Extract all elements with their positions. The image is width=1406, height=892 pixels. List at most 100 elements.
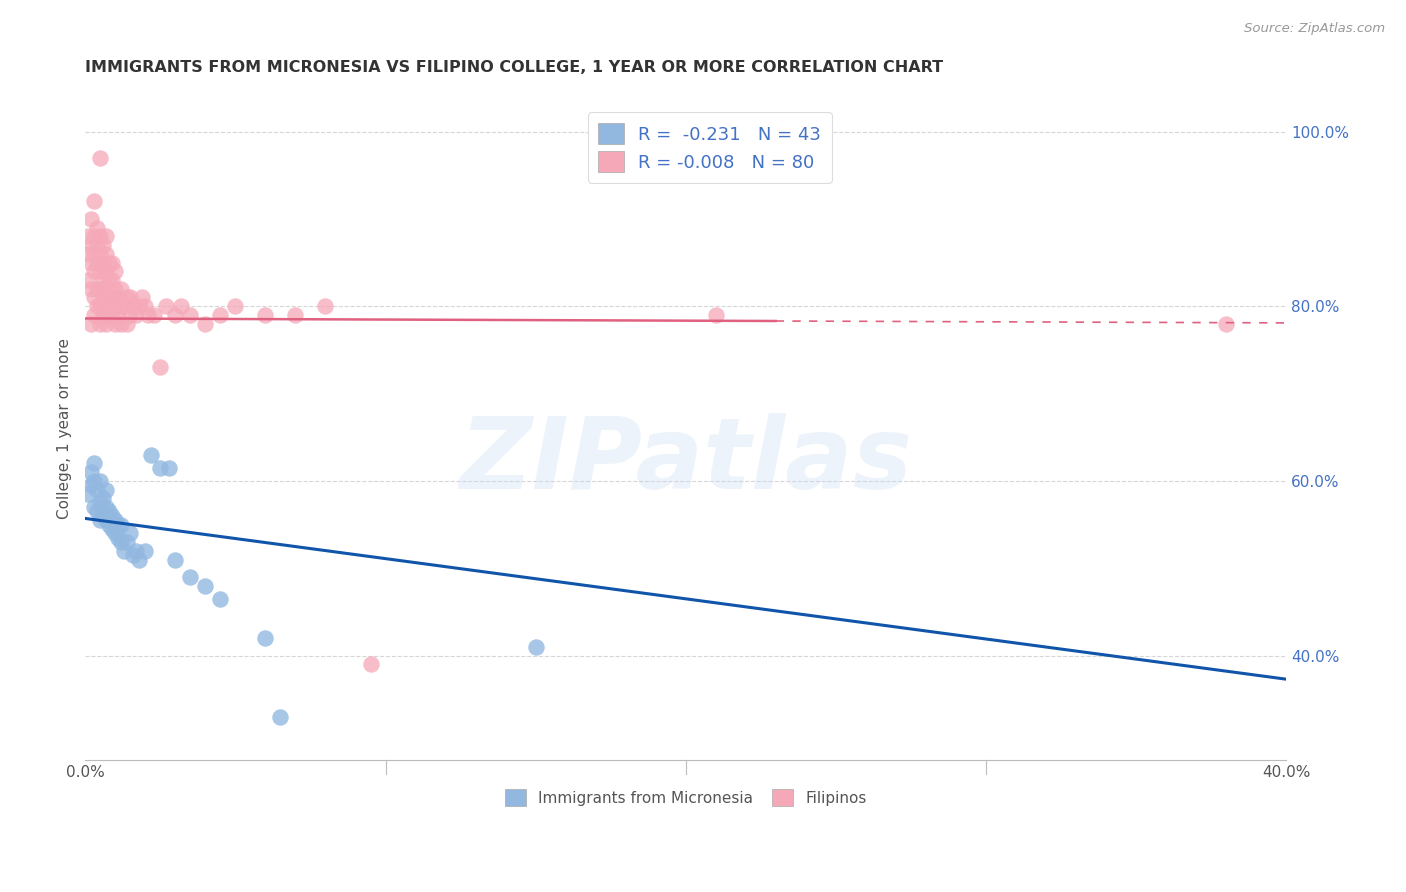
Point [93, 255, 115, 269]
Point [315, 299, 337, 313]
Point [125, 543, 148, 558]
Point [93, 508, 115, 523]
Text: IMMIGRANTS FROM MICRONESIA VS FILIPINO COLLEGE, 1 YEAR OR MORE CORRELATION CHART: IMMIGRANTS FROM MICRONESIA VS FILIPINO C… [86, 60, 943, 75]
Point [101, 508, 124, 523]
Point [83, 229, 105, 244]
Point [112, 543, 135, 558]
Point [80, 282, 103, 296]
Point [165, 308, 187, 322]
Point [93, 491, 115, 506]
Point [122, 299, 145, 313]
Point [125, 308, 148, 322]
Point [86, 220, 108, 235]
Point [254, 308, 277, 322]
Point [112, 299, 135, 313]
Point [93, 238, 115, 252]
Point [149, 460, 172, 475]
Point [120, 290, 142, 304]
Point [86, 299, 108, 313]
Point [98, 290, 121, 304]
Point [96, 317, 118, 331]
Point [134, 299, 156, 313]
Point [80, 255, 103, 269]
Point [98, 308, 121, 322]
Text: Source: ZipAtlas.com: Source: ZipAtlas.com [1244, 22, 1385, 36]
Point [107, 290, 129, 304]
Point [89, 474, 111, 488]
Point [284, 308, 307, 322]
Point [89, 282, 111, 296]
Text: ZIPatlas: ZIPatlas [460, 413, 912, 510]
Point [104, 282, 127, 296]
Point [96, 500, 118, 514]
Point [131, 290, 153, 304]
Point [93, 273, 115, 287]
Point [77, 229, 100, 244]
Point [104, 264, 127, 278]
Point [209, 591, 232, 606]
Point [83, 264, 105, 278]
Point [269, 709, 291, 723]
Point [104, 526, 127, 541]
Point [170, 299, 193, 313]
Point [80, 211, 103, 226]
Point [128, 299, 150, 313]
Point [96, 282, 118, 296]
Point [98, 255, 121, 269]
Point [80, 465, 103, 479]
Point [110, 317, 132, 331]
Point [93, 308, 115, 322]
Point [110, 299, 132, 313]
Point [83, 247, 105, 261]
Point [89, 229, 111, 244]
Point [86, 504, 108, 518]
Point [96, 247, 118, 261]
Point [89, 317, 111, 331]
Point [117, 535, 139, 549]
Point [134, 543, 156, 558]
Point [107, 308, 129, 322]
Point [83, 194, 105, 209]
Point [107, 531, 129, 545]
Legend: Immigrants from Micronesia, Filipinos: Immigrants from Micronesia, Filipinos [499, 782, 873, 813]
Point [77, 247, 100, 261]
Point [86, 483, 108, 497]
Point [110, 517, 132, 532]
Point [77, 487, 100, 501]
Point [89, 151, 111, 165]
Point [96, 483, 118, 497]
Point [98, 273, 121, 287]
Point [86, 255, 108, 269]
Point [110, 535, 132, 549]
Point [89, 247, 111, 261]
Point [209, 308, 232, 322]
Point [117, 290, 139, 304]
Point [1215, 317, 1237, 331]
Point [104, 513, 127, 527]
Point [149, 360, 172, 375]
Point [89, 264, 111, 278]
Point [179, 308, 201, 322]
Point [96, 264, 118, 278]
Point [96, 229, 118, 244]
Point [101, 522, 124, 536]
Point [96, 513, 118, 527]
Point [83, 500, 105, 514]
Point [89, 513, 111, 527]
Point [179, 570, 201, 584]
Point [80, 317, 103, 331]
Point [110, 282, 132, 296]
Point [104, 299, 127, 313]
Point [83, 457, 105, 471]
Point [83, 308, 105, 322]
Point [101, 290, 124, 304]
Point [120, 308, 142, 322]
Point [138, 308, 160, 322]
Point [101, 255, 124, 269]
Point [80, 478, 103, 492]
Point [254, 631, 277, 645]
Point [86, 282, 108, 296]
Point [93, 290, 115, 304]
Point [157, 460, 180, 475]
Point [101, 308, 124, 322]
